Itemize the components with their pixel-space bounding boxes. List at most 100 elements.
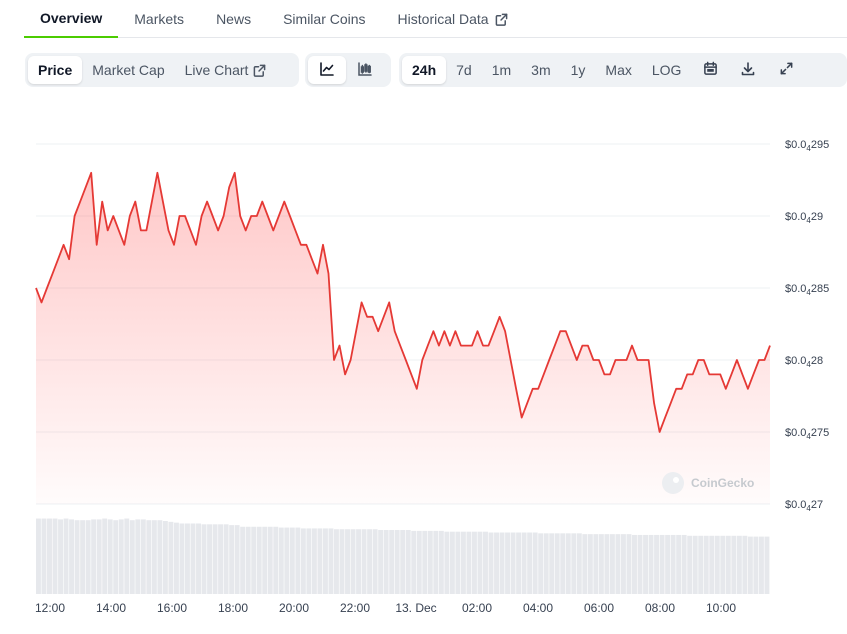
volume-bar <box>405 530 411 594</box>
volume-bar <box>207 524 213 594</box>
volume-bar <box>334 529 339 594</box>
volume-bar <box>709 535 715 594</box>
tab-news[interactable]: News <box>200 0 267 38</box>
candlestick-chart-button[interactable] <box>346 56 384 84</box>
volume-bar <box>146 520 152 594</box>
tab-markets-label: Markets <box>134 11 185 27</box>
range-max-button[interactable]: Max <box>595 56 641 84</box>
fullscreen-button[interactable] <box>767 56 805 84</box>
tab-historical-data-label: Historical Data <box>397 11 489 27</box>
line-chart-icon <box>319 61 335 80</box>
volume-bar <box>483 531 488 594</box>
volume-bar <box>41 518 47 594</box>
volume-bar <box>565 533 571 594</box>
tab-news-label: News <box>216 11 252 27</box>
volume-bar <box>135 519 141 594</box>
price-button[interactable]: Price <box>28 56 83 84</box>
volume-bar <box>433 530 439 594</box>
x-tick-label: 14:00 <box>96 601 126 615</box>
volume-bar <box>477 531 483 594</box>
volume-bar <box>444 531 450 594</box>
volume-bar <box>753 536 759 594</box>
volume-bar <box>378 530 384 594</box>
volume-bar <box>604 534 610 594</box>
volume-bar <box>306 528 312 594</box>
volume-bar <box>245 526 251 594</box>
volume-bar <box>736 535 742 594</box>
line-chart-button[interactable] <box>308 56 346 84</box>
tab-historical-data[interactable]: Historical Data <box>382 0 524 38</box>
volume-bar <box>742 535 748 594</box>
external-link-icon <box>253 64 266 77</box>
volume-bar <box>322 528 328 594</box>
volume-bar <box>328 528 334 594</box>
volume-bar <box>196 523 201 594</box>
volume-bar <box>251 526 257 594</box>
volume-bar <box>240 526 246 594</box>
market-cap-button[interactable]: Market Cap <box>82 56 174 84</box>
volume-bar <box>554 533 560 594</box>
volume-bar <box>185 523 190 594</box>
volume-bar <box>416 530 422 594</box>
volume-bar <box>609 534 615 594</box>
volume-bar <box>212 524 218 594</box>
volume-bar <box>593 534 599 594</box>
volume-bar <box>731 535 737 594</box>
tab-markets[interactable]: Markets <box>118 0 200 38</box>
live-chart-button[interactable]: Live Chart <box>175 56 277 84</box>
volume-bar <box>505 532 511 594</box>
x-tick-label: 16:00 <box>157 601 187 615</box>
volume-bar <box>615 534 621 594</box>
volume-bar <box>356 529 362 594</box>
volume-bar <box>620 534 626 594</box>
volume-bar <box>36 518 41 594</box>
range-1m-button[interactable]: 1m <box>482 56 521 84</box>
range-1y-label: 1y <box>570 62 586 78</box>
volume-bar <box>532 532 538 594</box>
volume-bar <box>91 519 97 594</box>
volume-bar <box>455 531 461 594</box>
volume-bar <box>648 534 654 594</box>
volume-bar <box>267 526 273 594</box>
price-chart[interactable]: $0.0427 $0.04275 $0.0428 $0.04285 $0.0429 $0.… <box>0 100 847 634</box>
volume-bar <box>284 527 290 594</box>
volume-bar <box>687 535 693 594</box>
y-axis-labels: $0.0427 $0.04275 $0.0428 $0.04285 $0.0429 $0.… <box>785 139 829 513</box>
market-cap-button-label: Market Cap <box>92 62 165 78</box>
volume-bar <box>488 532 494 594</box>
price-line <box>35 171 771 433</box>
range-24h-button[interactable]: 24h <box>402 56 447 84</box>
volume-bar <box>63 518 69 594</box>
volume-bar <box>632 534 637 594</box>
volume-bar <box>549 533 555 594</box>
coin-page-tabs: Overview Markets News Similar Coins Hist… <box>24 0 847 38</box>
tab-similar-coins[interactable]: Similar Coins <box>267 0 381 38</box>
coingecko-logo-icon <box>662 472 684 494</box>
range-1y-button[interactable]: 1y <box>561 56 596 84</box>
range-7d-button[interactable]: 7d <box>446 56 482 84</box>
calendar-button[interactable] <box>691 56 729 84</box>
range-1m-label: 1m <box>491 62 512 78</box>
volume-bar <box>372 529 378 594</box>
log-scale-button[interactable]: LOG <box>642 56 692 84</box>
range-max-label: Max <box>605 62 632 78</box>
volume-bar <box>494 532 499 594</box>
candlestick-icon <box>357 61 373 80</box>
volume-bar <box>179 523 185 594</box>
volume-bar <box>587 534 593 594</box>
tab-overview[interactable]: Overview <box>24 0 119 38</box>
x-tick-label: 13. Dec <box>395 601 436 615</box>
range-3m-button[interactable]: 3m <box>521 56 560 84</box>
volume-bar <box>201 524 207 594</box>
volume-bar <box>527 532 533 594</box>
volume-bar <box>460 531 466 594</box>
volume-bar <box>703 535 709 594</box>
volume-bar <box>273 526 279 594</box>
x-tick-label: 10:00 <box>706 601 736 615</box>
x-tick-label: 08:00 <box>645 601 675 615</box>
volume-bar <box>96 519 102 594</box>
volume-bar <box>256 526 262 594</box>
volume-bar <box>361 529 367 594</box>
download-button[interactable] <box>729 56 767 84</box>
volume-bar <box>576 533 582 594</box>
